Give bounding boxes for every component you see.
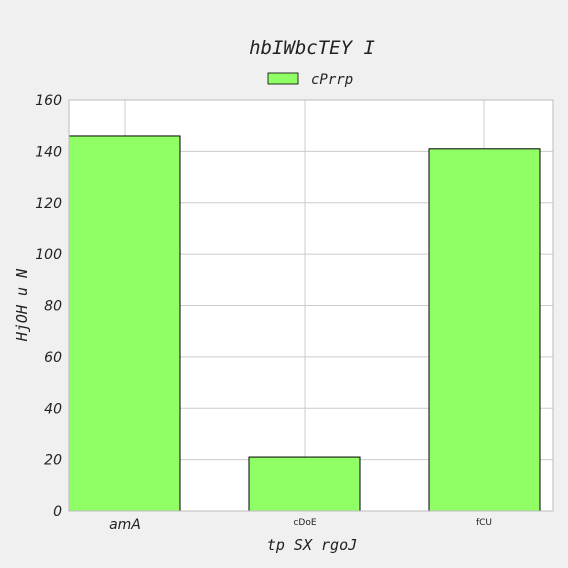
bar-amA bbox=[69, 136, 180, 511]
y-tick-labels: 0 20 40 60 80 100 120 140 160 bbox=[35, 93, 62, 520]
y-tick-label: 120 bbox=[35, 196, 62, 212]
legend-label: cPrrp bbox=[311, 72, 353, 88]
y-axis-label: HjOH u N bbox=[13, 268, 31, 342]
bar-fCU bbox=[429, 149, 540, 511]
y-tick-label: 140 bbox=[35, 144, 62, 160]
y-tick-label: 80 bbox=[44, 299, 62, 315]
x-tick-label: cDoE bbox=[293, 518, 316, 528]
y-tick-label: 20 bbox=[44, 453, 62, 469]
y-tick-label: 60 bbox=[44, 350, 62, 366]
y-tick-label: 0 bbox=[53, 504, 62, 520]
legend: cPrrp bbox=[268, 72, 353, 88]
x-tick-label: amA bbox=[109, 517, 141, 533]
chart-title: hbIWbcTEY I bbox=[249, 37, 375, 59]
x-axis-label: tp SX rgoJ bbox=[267, 536, 357, 554]
legend-swatch bbox=[268, 73, 298, 84]
y-tick-label: 100 bbox=[35, 247, 62, 263]
x-tick-labels: amA cDoE fCU bbox=[109, 517, 492, 533]
y-tick-label: 40 bbox=[44, 401, 62, 417]
x-tick-label: fCU bbox=[476, 518, 492, 528]
bar-cDoE bbox=[249, 457, 360, 511]
y-tick-label: 160 bbox=[35, 93, 62, 109]
